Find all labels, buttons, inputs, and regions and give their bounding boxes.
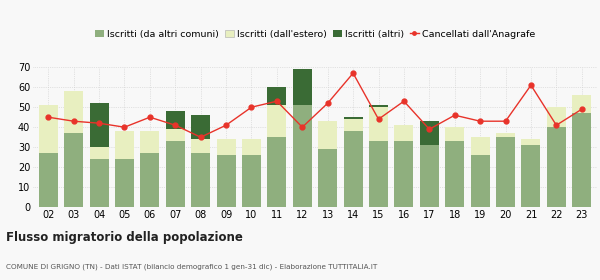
- Bar: [217, 139, 236, 155]
- Bar: [547, 127, 566, 207]
- Bar: [344, 117, 362, 119]
- Bar: [318, 121, 337, 149]
- Bar: [470, 155, 490, 207]
- Bar: [369, 107, 388, 141]
- Bar: [496, 137, 515, 207]
- Bar: [318, 149, 337, 207]
- Bar: [369, 141, 388, 207]
- Bar: [344, 131, 362, 207]
- Bar: [420, 145, 439, 207]
- Bar: [394, 125, 413, 141]
- Bar: [572, 95, 591, 113]
- Bar: [64, 91, 83, 133]
- Bar: [89, 159, 109, 207]
- Bar: [115, 131, 134, 159]
- Bar: [166, 129, 185, 141]
- Bar: [115, 159, 134, 207]
- Bar: [268, 137, 286, 207]
- Bar: [242, 155, 261, 207]
- Bar: [191, 153, 210, 207]
- Bar: [191, 139, 210, 153]
- Bar: [89, 147, 109, 159]
- Bar: [369, 105, 388, 107]
- Bar: [572, 113, 591, 207]
- Bar: [394, 141, 413, 207]
- Bar: [293, 69, 312, 105]
- Text: COMUNE DI GRIGNO (TN) - Dati ISTAT (bilancio demografico 1 gen-31 dic) - Elabora: COMUNE DI GRIGNO (TN) - Dati ISTAT (bila…: [6, 263, 377, 270]
- Bar: [547, 107, 566, 127]
- Bar: [293, 105, 312, 207]
- Bar: [268, 87, 286, 105]
- Bar: [496, 133, 515, 137]
- Bar: [344, 119, 362, 131]
- Bar: [191, 115, 210, 139]
- Bar: [39, 105, 58, 153]
- Bar: [521, 139, 541, 145]
- Bar: [470, 137, 490, 155]
- Bar: [64, 133, 83, 207]
- Text: Flusso migratorio della popolazione: Flusso migratorio della popolazione: [6, 231, 243, 244]
- Bar: [268, 105, 286, 137]
- Bar: [217, 155, 236, 207]
- Bar: [420, 121, 439, 145]
- Bar: [89, 103, 109, 147]
- Legend: Iscritti (da altri comuni), Iscritti (dall'estero), Iscritti (altri), Cancellati: Iscritti (da altri comuni), Iscritti (da…: [95, 30, 535, 39]
- Bar: [140, 153, 160, 207]
- Bar: [166, 141, 185, 207]
- Bar: [39, 153, 58, 207]
- Bar: [140, 131, 160, 153]
- Bar: [242, 139, 261, 155]
- Bar: [445, 141, 464, 207]
- Bar: [521, 145, 541, 207]
- Bar: [445, 127, 464, 141]
- Bar: [166, 111, 185, 129]
